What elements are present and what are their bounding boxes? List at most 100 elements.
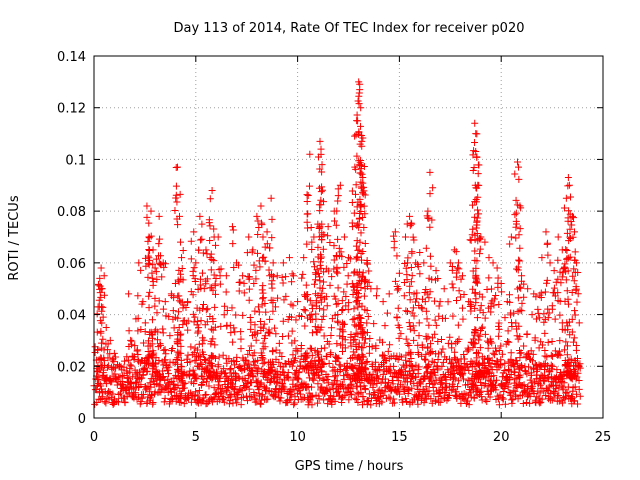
data-point	[196, 275, 204, 283]
data-point	[333, 265, 341, 273]
data-point	[245, 296, 253, 304]
data-point	[135, 357, 143, 365]
data-point	[425, 387, 433, 395]
data-point	[515, 175, 523, 183]
data-point	[326, 238, 334, 246]
data-point	[254, 364, 262, 372]
data-point	[259, 345, 267, 353]
data-point	[495, 347, 503, 355]
data-point	[523, 370, 531, 378]
data-point	[97, 385, 105, 393]
data-point	[421, 355, 429, 363]
data-point	[334, 387, 342, 395]
data-point	[215, 353, 223, 361]
data-point	[464, 397, 472, 405]
data-point	[362, 375, 370, 383]
data-point	[410, 327, 418, 335]
data-point	[121, 399, 129, 407]
data-point	[260, 358, 268, 366]
data-point	[340, 288, 348, 296]
data-point	[339, 380, 347, 388]
data-point	[354, 117, 362, 125]
data-point	[436, 398, 444, 406]
data-point	[262, 396, 270, 404]
data-point	[207, 266, 215, 274]
data-point	[405, 357, 413, 365]
data-point	[134, 373, 142, 381]
data-point	[567, 193, 575, 201]
data-point	[454, 383, 462, 391]
data-point	[519, 388, 527, 396]
data-point	[175, 266, 183, 274]
data-point	[361, 364, 369, 372]
data-point	[358, 302, 366, 310]
data-point	[104, 346, 112, 354]
data-point	[501, 400, 509, 408]
data-point	[256, 380, 264, 388]
data-point	[143, 213, 151, 221]
data-point	[345, 396, 353, 404]
data-point	[358, 360, 366, 368]
data-point	[477, 393, 485, 401]
data-point	[240, 289, 248, 297]
data-point	[453, 269, 461, 277]
data-point	[308, 301, 316, 309]
data-point	[221, 370, 229, 378]
data-point	[570, 214, 578, 222]
data-point	[470, 147, 478, 155]
data-point	[418, 305, 426, 313]
data-point	[481, 362, 489, 370]
data-point	[471, 289, 479, 297]
data-point	[405, 319, 413, 327]
data-point	[192, 259, 200, 267]
data-point	[432, 321, 440, 329]
data-point	[362, 277, 370, 285]
data-point	[471, 139, 479, 147]
data-point	[485, 354, 493, 362]
data-point	[555, 392, 563, 400]
data-point	[563, 388, 571, 396]
data-point	[170, 374, 178, 382]
data-point	[319, 245, 327, 253]
data-point	[421, 298, 429, 306]
data-point	[154, 328, 162, 336]
data-point	[268, 234, 276, 242]
data-point	[322, 388, 330, 396]
data-point	[102, 399, 110, 407]
data-point	[515, 256, 523, 264]
data-point	[345, 254, 352, 262]
data-point	[351, 132, 359, 140]
data-point	[465, 346, 473, 354]
data-point	[218, 385, 226, 393]
data-point	[511, 170, 519, 178]
data-point	[556, 337, 564, 345]
data-point	[317, 251, 325, 259]
x-axis-label: GPS time / hours	[295, 459, 404, 474]
data-point	[155, 240, 163, 248]
data-point	[512, 217, 520, 225]
data-point	[230, 324, 238, 332]
data-point	[358, 334, 366, 342]
data-point	[341, 336, 349, 344]
x-tick-label: 5	[192, 430, 200, 445]
data-point	[132, 379, 140, 387]
data-point	[261, 334, 269, 342]
data-point	[308, 351, 316, 359]
data-point	[352, 181, 360, 189]
data-point	[555, 350, 563, 358]
data-point	[459, 375, 467, 383]
data-point	[144, 337, 152, 345]
data-point	[474, 170, 482, 178]
data-point	[551, 374, 559, 382]
data-point	[317, 345, 325, 353]
data-point	[330, 292, 338, 300]
data-point	[301, 322, 309, 330]
data-point	[410, 312, 418, 320]
data-point	[353, 253, 361, 261]
data-point	[470, 163, 478, 171]
y-tick-label: 0	[78, 412, 86, 427]
data-point	[131, 342, 139, 350]
data-point	[574, 268, 582, 276]
data-point	[239, 311, 247, 319]
data-point	[324, 400, 332, 408]
